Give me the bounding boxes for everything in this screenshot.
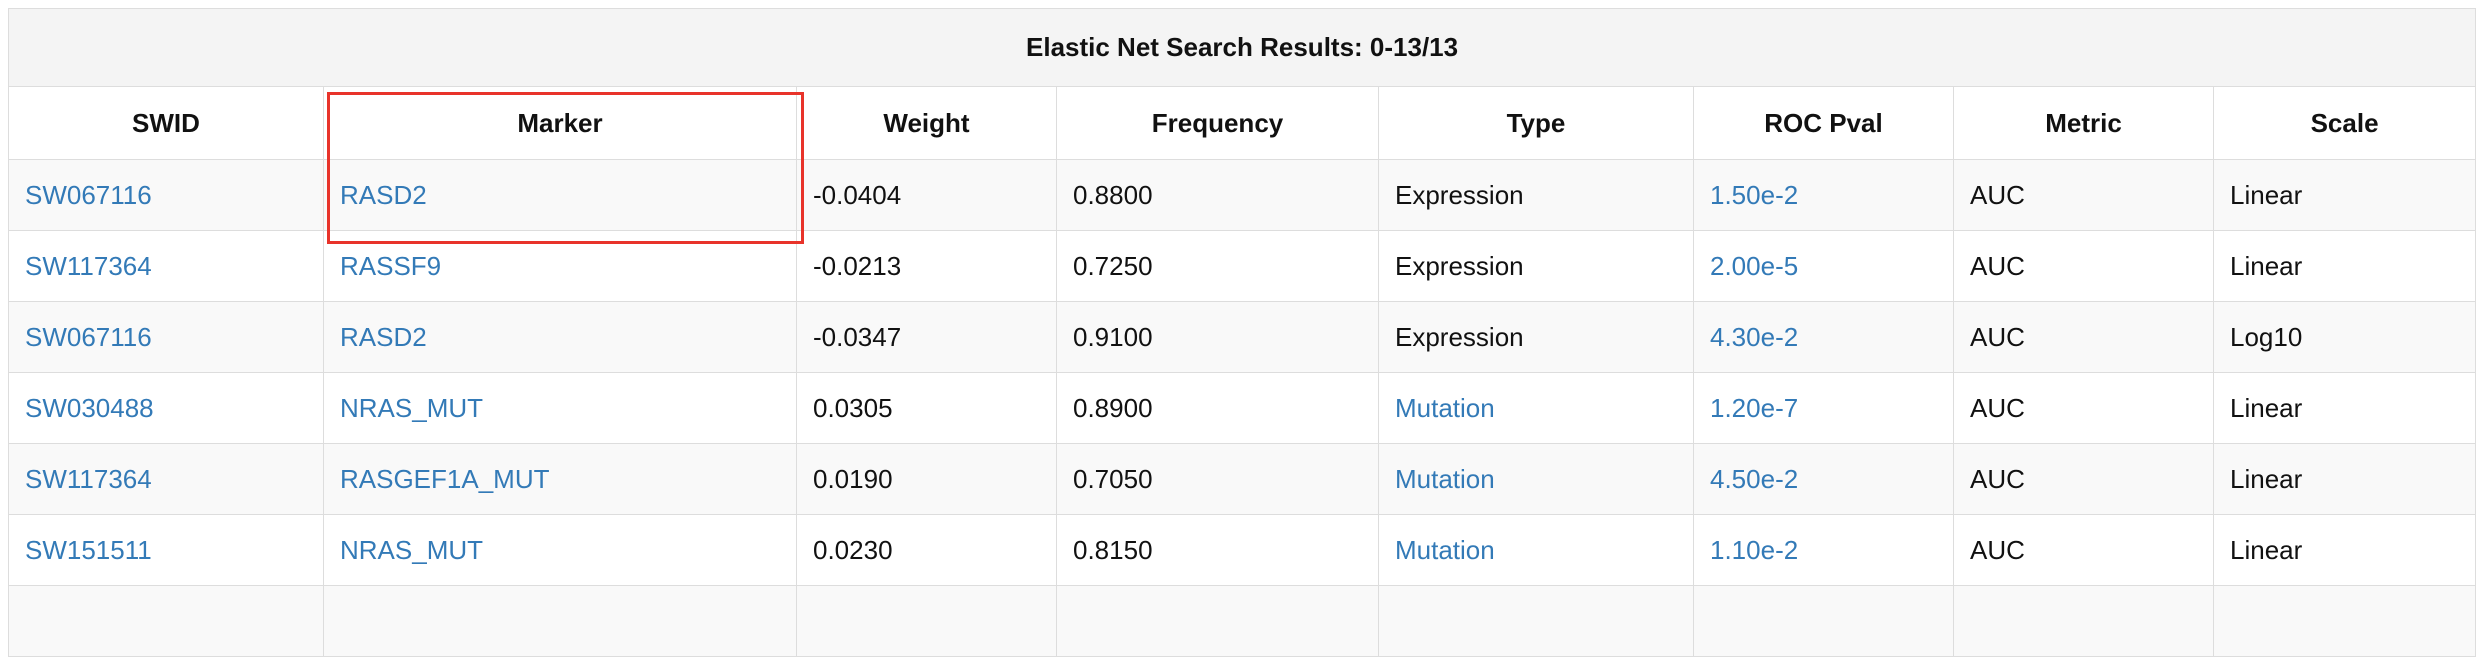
swid-link[interactable]: SW067116: [25, 321, 152, 352]
type-cell: Mutation: [1378, 372, 1694, 444]
type-cell: Mutation: [1378, 514, 1694, 586]
marker-link[interactable]: RASSF9: [340, 250, 442, 281]
type-link[interactable]: Mutation: [1395, 392, 1495, 423]
swid-cell: SW030488: [8, 372, 324, 444]
marker-link[interactable]: RASD2: [340, 179, 427, 210]
type-cell: Expression: [1378, 230, 1694, 302]
roc-pval-cell: 1.50e-2: [1693, 159, 1954, 231]
column-header-marker[interactable]: Marker: [323, 86, 797, 160]
type-cell: Expression: [1378, 301, 1694, 373]
column-header-swid[interactable]: SWID: [8, 86, 324, 160]
marker-cell: NRAS_MUT: [323, 372, 797, 444]
table-title: Elastic Net Search Results: 0-13/13: [7, 8, 2477, 87]
marker-cell: RASD2: [323, 159, 797, 231]
roc-pval-link[interactable]: 1.20e-7: [1710, 392, 1799, 423]
roc-pval-link[interactable]: 1.10e-2: [1710, 534, 1799, 565]
column-header-type[interactable]: Type: [1378, 86, 1694, 160]
roc-pval-cell: 2.00e-5: [1693, 230, 1954, 302]
column-header-roc-pval[interactable]: ROC Pval: [1693, 86, 1954, 160]
metric-cell: AUC: [1953, 230, 2214, 302]
marker-link[interactable]: NRAS_MUT: [340, 534, 484, 565]
marker-cell: NRAS_MUT: [323, 514, 797, 586]
scale-cell: Log10: [2212, 301, 2477, 373]
roc-pval-cell: 4.50e-2: [1693, 443, 1954, 515]
metric-cell: AUC: [1953, 514, 2214, 586]
marker-link[interactable]: RASGEF1A_MUT: [340, 463, 550, 494]
roc-pval-cell: 1.20e-7: [1693, 372, 1954, 444]
results-panel: Elastic Net Search Results: 0-13/13 SWID…: [7, 8, 2477, 657]
weight-cell: -0.0347: [796, 301, 1057, 373]
table-row: SW030488 NRAS_MUT 0.0305 0.8900 Mutation…: [8, 372, 2477, 444]
weight-cell: 0.0305: [796, 372, 1057, 444]
metric-cell: AUC: [1953, 372, 2214, 444]
scale-cell: Linear: [2212, 372, 2477, 444]
table-row: SW117364 RASGEF1A_MUT 0.0190 0.7050 Muta…: [8, 443, 2477, 515]
weight-cell: 0.0190: [796, 443, 1057, 515]
swid-link[interactable]: SW067116: [25, 179, 152, 210]
column-header-frequency[interactable]: Frequency: [1056, 86, 1379, 160]
swid-cell: SW117364: [8, 443, 324, 515]
metric-cell: AUC: [1953, 159, 2214, 231]
swid-link[interactable]: SW117364: [25, 250, 152, 281]
table-row: SW151511 NRAS_MUT 0.0230 0.8150 Mutation…: [8, 514, 2477, 586]
scale-cell: Linear: [2212, 230, 2477, 302]
swid-link[interactable]: SW030488: [25, 392, 154, 423]
scale-cell: Linear: [2212, 514, 2477, 586]
frequency-cell: 0.8150: [1056, 514, 1379, 586]
table-header-row: SWID Marker Weight Frequency Type ROC Pv…: [8, 86, 2477, 160]
roc-pval-link[interactable]: 2.00e-5: [1710, 250, 1799, 281]
metric-cell: AUC: [1953, 443, 2214, 515]
roc-pval-cell: 1.10e-2: [1693, 514, 1954, 586]
swid-cell: SW067116: [8, 159, 324, 231]
type-link[interactable]: Mutation: [1395, 463, 1495, 494]
swid-link[interactable]: SW151511: [25, 534, 152, 565]
type-cell: Mutation: [1378, 443, 1694, 515]
marker-cell: RASD2: [323, 301, 797, 373]
swid-cell: SW151511: [8, 514, 324, 586]
frequency-cell: 0.7050: [1056, 443, 1379, 515]
table-row: SW117364 RASSF9 -0.0213 0.7250 Expressio…: [8, 230, 2477, 302]
frequency-cell: 0.8900: [1056, 372, 1379, 444]
roc-pval-link[interactable]: 1.50e-2: [1710, 179, 1799, 210]
swid-cell: SW117364: [8, 230, 324, 302]
type-link[interactable]: Mutation: [1395, 534, 1495, 565]
marker-cell: RASGEF1A_MUT: [323, 443, 797, 515]
swid-cell: SW067116: [8, 301, 324, 373]
results-table: Elastic Net Search Results: 0-13/13 SWID…: [7, 8, 2477, 657]
roc-pval-link[interactable]: 4.50e-2: [1710, 463, 1799, 494]
column-header-weight[interactable]: Weight: [796, 86, 1057, 160]
marker-link[interactable]: RASD2: [340, 321, 427, 352]
table-row: SW067116 RASD2 -0.0404 0.8800 Expression…: [8, 159, 2477, 231]
weight-cell: -0.0404: [796, 159, 1057, 231]
type-cell: Expression: [1378, 159, 1694, 231]
table-row-partial: [8, 585, 2477, 657]
marker-link[interactable]: NRAS_MUT: [340, 392, 484, 423]
metric-cell: AUC: [1953, 301, 2214, 373]
frequency-cell: 0.9100: [1056, 301, 1379, 373]
roc-pval-cell: 4.30e-2: [1693, 301, 1954, 373]
swid-link[interactable]: SW117364: [25, 463, 152, 494]
frequency-cell: 0.8800: [1056, 159, 1379, 231]
weight-cell: -0.0213: [796, 230, 1057, 302]
table-title-row: Elastic Net Search Results: 0-13/13: [7, 8, 2477, 87]
column-header-scale[interactable]: Scale: [2212, 86, 2477, 160]
scale-cell: Linear: [2212, 159, 2477, 231]
weight-cell: 0.0230: [796, 514, 1057, 586]
scale-cell: Linear: [2212, 443, 2477, 515]
roc-pval-link[interactable]: 4.30e-2: [1710, 321, 1799, 352]
column-header-metric[interactable]: Metric: [1953, 86, 2214, 160]
marker-cell: RASSF9: [323, 230, 797, 302]
frequency-cell: 0.7250: [1056, 230, 1379, 302]
table-row: SW067116 RASD2 -0.0347 0.9100 Expression…: [8, 301, 2477, 373]
